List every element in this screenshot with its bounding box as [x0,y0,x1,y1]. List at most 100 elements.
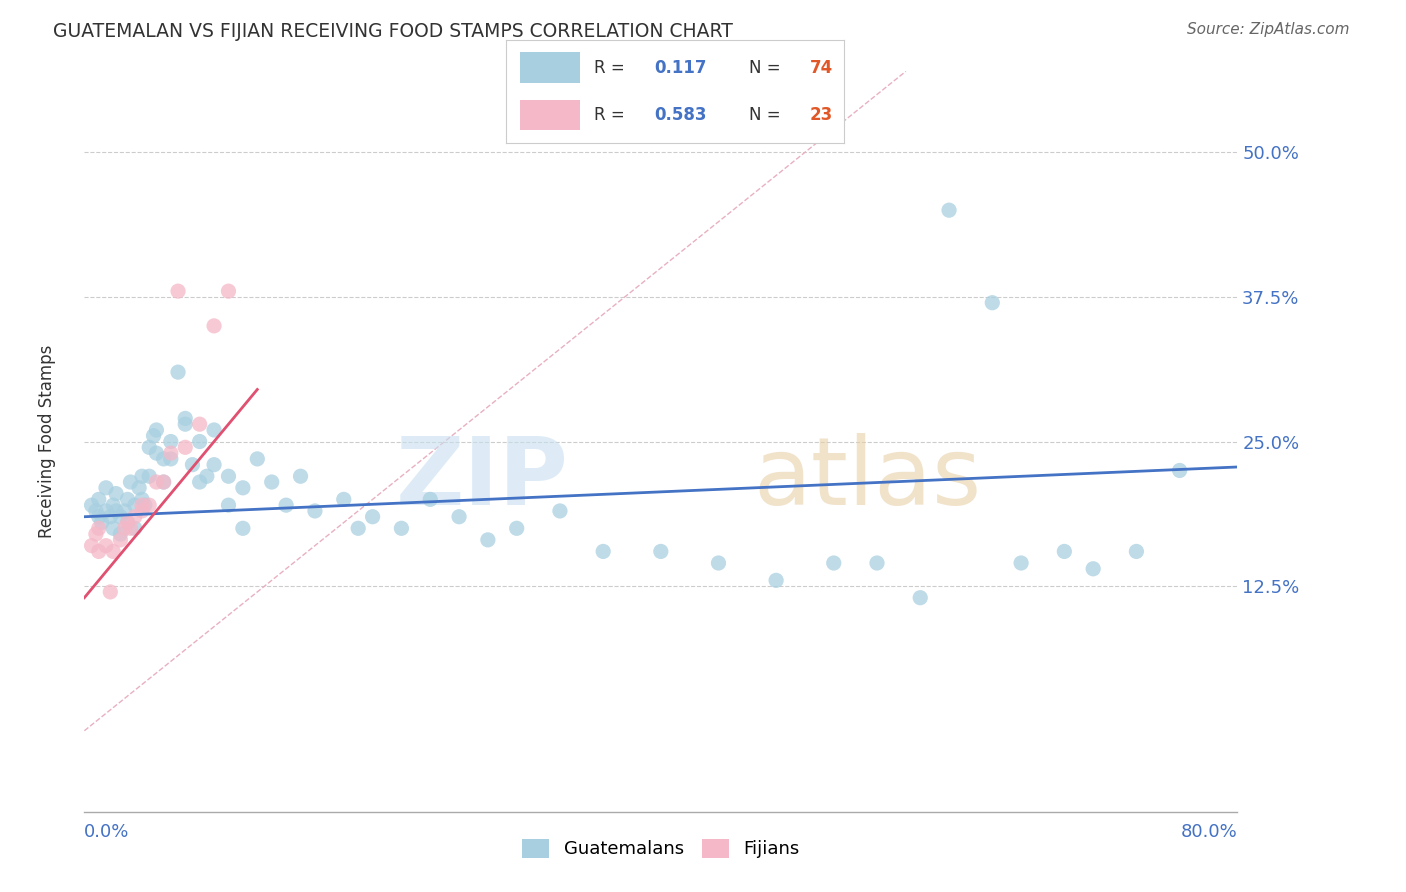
Point [117,492,139,507]
Point [290,469,312,483]
Point [110,509,132,524]
Point [195,469,218,483]
Point [110,533,132,547]
Point [103,544,124,558]
Point [105,486,128,500]
Point [152,451,174,466]
Point [174,411,197,425]
Point [218,284,240,298]
Point [232,521,254,535]
Point [103,498,124,512]
Point [124,521,146,535]
Point [419,492,441,507]
Text: Source: ZipAtlas.com: Source: ZipAtlas.com [1187,22,1350,37]
Text: N =: N = [749,106,786,124]
Point [174,440,197,454]
Point [246,451,269,466]
Point [87,509,110,524]
Point [167,365,190,379]
Point [90,516,112,530]
Text: R =: R = [593,106,630,124]
Point [138,440,160,454]
Text: GUATEMALAN VS FIJIAN RECEIVING FOOD STAMPS CORRELATION CHART: GUATEMALAN VS FIJIAN RECEIVING FOOD STAM… [53,22,734,41]
Point [174,417,197,432]
Point [592,544,614,558]
Point [120,475,142,489]
Point [218,498,240,512]
Point [1168,463,1191,477]
Point [202,423,225,437]
Point [1010,556,1032,570]
Point [218,469,240,483]
Text: ZIP: ZIP [395,433,568,524]
Point [145,475,167,489]
Point [114,521,136,535]
Point [361,509,384,524]
Point [938,203,960,218]
Point [94,539,117,553]
Text: 0.0%: 0.0% [84,823,129,841]
Text: 0.117: 0.117 [655,59,707,77]
Point [87,544,110,558]
Text: N =: N = [749,59,786,77]
Point [1083,562,1105,576]
Point [1053,544,1076,558]
Point [98,585,121,599]
Point [80,498,103,512]
Text: 0.583: 0.583 [655,106,707,124]
Text: 74: 74 [810,59,834,77]
Text: atlas: atlas [754,433,981,524]
Point [260,475,283,489]
Point [105,504,128,518]
Point [94,504,117,518]
Point [232,481,254,495]
Point [823,556,845,570]
Point [910,591,932,605]
Point [110,527,132,541]
Point [981,295,1004,310]
Text: 80.0%: 80.0% [1181,823,1237,841]
Point [866,556,889,570]
Point [103,521,124,535]
Legend: Guatemalans, Fijians: Guatemalans, Fijians [515,832,807,865]
Point [160,451,183,466]
Point [131,504,153,518]
Point [131,498,153,512]
Point [304,504,326,518]
Point [765,574,787,588]
Point [98,509,121,524]
Point [188,434,211,449]
Point [87,521,110,535]
Point [134,498,156,512]
Point [120,521,142,535]
Point [160,446,183,460]
Point [506,521,529,535]
FancyBboxPatch shape [520,53,581,83]
Text: Receiving Food Stamps: Receiving Food Stamps [38,345,55,538]
Point [160,434,183,449]
Point [391,521,413,535]
Point [188,417,211,432]
Point [707,556,730,570]
Point [117,516,139,530]
Point [138,498,160,512]
Point [114,504,136,518]
Point [477,533,499,547]
Point [333,492,356,507]
Point [138,469,160,483]
Point [131,492,153,507]
Point [131,469,153,483]
Point [202,318,225,333]
Point [1125,544,1147,558]
Point [449,509,471,524]
Point [124,509,146,524]
Point [202,458,225,472]
FancyBboxPatch shape [520,100,581,130]
Point [142,429,165,443]
Point [80,539,103,553]
Point [650,544,672,558]
Point [117,516,139,530]
Point [181,458,204,472]
Point [188,475,211,489]
Point [548,504,571,518]
